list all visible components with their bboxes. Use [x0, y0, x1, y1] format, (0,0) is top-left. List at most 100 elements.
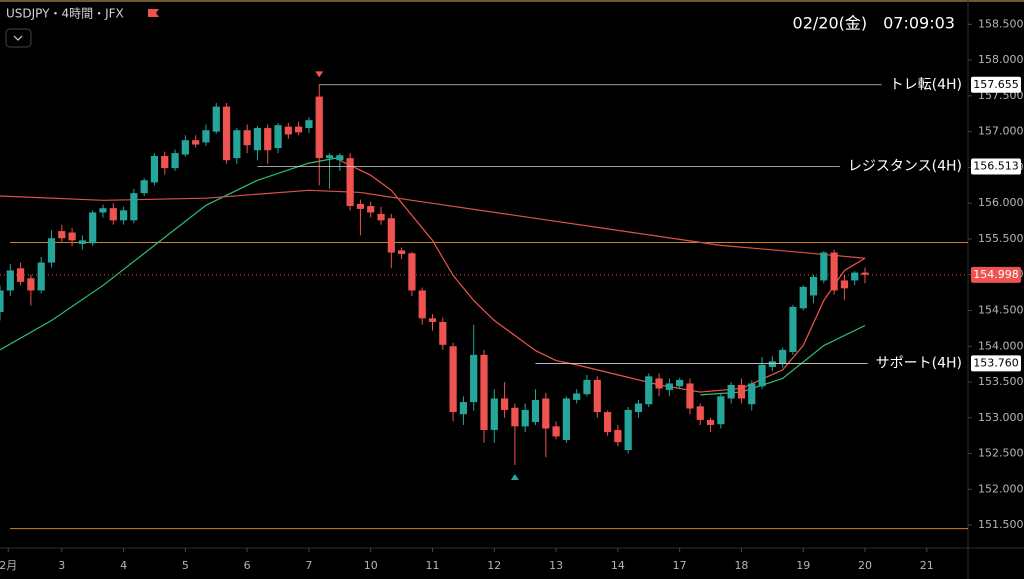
candle-body — [676, 379, 684, 387]
candle-body — [16, 268, 25, 282]
candle-body — [830, 252, 838, 291]
candle-body — [27, 278, 35, 291]
collapse-button[interactable] — [5, 28, 32, 48]
candle-body — [212, 106, 220, 132]
candle-body — [284, 126, 292, 135]
level-label: トレ転(4H) — [890, 77, 962, 93]
candle-body — [233, 130, 241, 159]
candle-body — [768, 361, 776, 368]
price-badge — [971, 158, 1021, 175]
x-tick-label: 5 — [182, 559, 189, 572]
x-tick-label: 6 — [244, 559, 251, 572]
candle-body — [99, 208, 107, 213]
price-badge — [971, 355, 1021, 372]
y-tick-label: 158.000 — [978, 53, 1024, 66]
candle-body — [809, 276, 818, 296]
candle-body — [140, 180, 148, 194]
candle-body — [665, 383, 673, 390]
chevron-icon — [13, 35, 23, 41]
x-tick-label: 7 — [305, 559, 312, 572]
candle-body — [500, 398, 509, 410]
x-tick-label: 12 — [487, 559, 501, 572]
candle-body — [758, 364, 766, 387]
candle-body — [171, 153, 179, 169]
moving-average — [0, 189, 866, 259]
candle-body — [119, 210, 128, 221]
candle-body — [181, 140, 189, 155]
y-tick-label: 151.500 — [978, 518, 1024, 531]
y-tick-label: 152.000 — [978, 482, 1024, 495]
candle-body — [356, 203, 365, 209]
price-badge — [971, 76, 1021, 93]
candle-body — [789, 306, 797, 352]
y-tick-label: 154.500 — [978, 303, 1024, 316]
y-tick-label: 153.500 — [978, 375, 1024, 388]
candle-body — [449, 346, 457, 413]
candle-body — [820, 252, 828, 281]
candle-body — [727, 384, 735, 399]
candle-body — [387, 218, 395, 253]
last-price-label: 154.998 — [973, 268, 1019, 281]
price-badge-label: 156.513 — [973, 159, 1019, 172]
candle-body — [398, 250, 406, 254]
candle-body — [851, 272, 859, 281]
candle-body — [58, 231, 66, 239]
candle-body — [161, 155, 169, 169]
y-tick-label: 153.000 — [978, 411, 1024, 424]
x-tick-label: 4 — [120, 559, 127, 572]
candle-body — [614, 429, 622, 443]
x-tick-label: 18 — [734, 559, 748, 572]
flag-icon[interactable] — [148, 9, 159, 17]
candle-body — [748, 383, 756, 405]
candle-body — [367, 206, 375, 213]
x-tick-label: 20 — [858, 559, 872, 572]
candle-body — [37, 262, 45, 291]
x-tick-label: 14 — [611, 559, 625, 572]
signal-marker — [315, 71, 324, 78]
y-tick-label: 154.000 — [978, 339, 1024, 352]
signal-marker — [510, 474, 519, 481]
x-tick-label: 10 — [364, 559, 378, 572]
moving-average — [339, 159, 866, 393]
candle-body — [243, 130, 251, 146]
candle-body — [686, 383, 694, 409]
candle-body — [459, 402, 468, 415]
candle-body — [521, 409, 529, 427]
candle-body — [295, 126, 303, 133]
candle-body — [737, 384, 746, 399]
x-tick-label: 19 — [796, 559, 810, 572]
x-tick-label: 21 — [920, 559, 934, 572]
candle-body — [573, 393, 581, 400]
candle-body — [89, 212, 97, 244]
candle-body — [480, 354, 488, 430]
level-label: レジスタンス(4H) — [848, 158, 962, 174]
candle-body — [6, 270, 14, 291]
y-tick-label: 156.000 — [978, 196, 1024, 209]
candle-body — [192, 140, 200, 145]
candle-body — [840, 280, 849, 289]
candle-body — [603, 412, 612, 433]
candle-body — [655, 378, 663, 389]
candle-body — [490, 398, 498, 430]
candle-body — [130, 193, 138, 221]
candle-body — [779, 349, 787, 365]
candle-body — [634, 403, 643, 413]
candle-body — [552, 426, 560, 437]
candle-body — [377, 213, 385, 221]
candle-body — [799, 286, 807, 309]
candle-body — [562, 398, 570, 440]
candle-body — [305, 120, 313, 129]
candle-body — [531, 399, 540, 423]
x-tick-label: 3 — [58, 559, 65, 572]
y-tick-label: 155.500 — [978, 232, 1024, 245]
y-tick-label: 158.500 — [978, 17, 1024, 30]
candle-body — [78, 240, 86, 244]
x-tick-label: 2月 — [0, 559, 17, 572]
x-tick-label: 17 — [673, 559, 687, 572]
candle-body — [470, 354, 478, 403]
candle-body — [418, 290, 426, 319]
candle-body — [542, 398, 550, 429]
candle-body — [325, 155, 334, 159]
